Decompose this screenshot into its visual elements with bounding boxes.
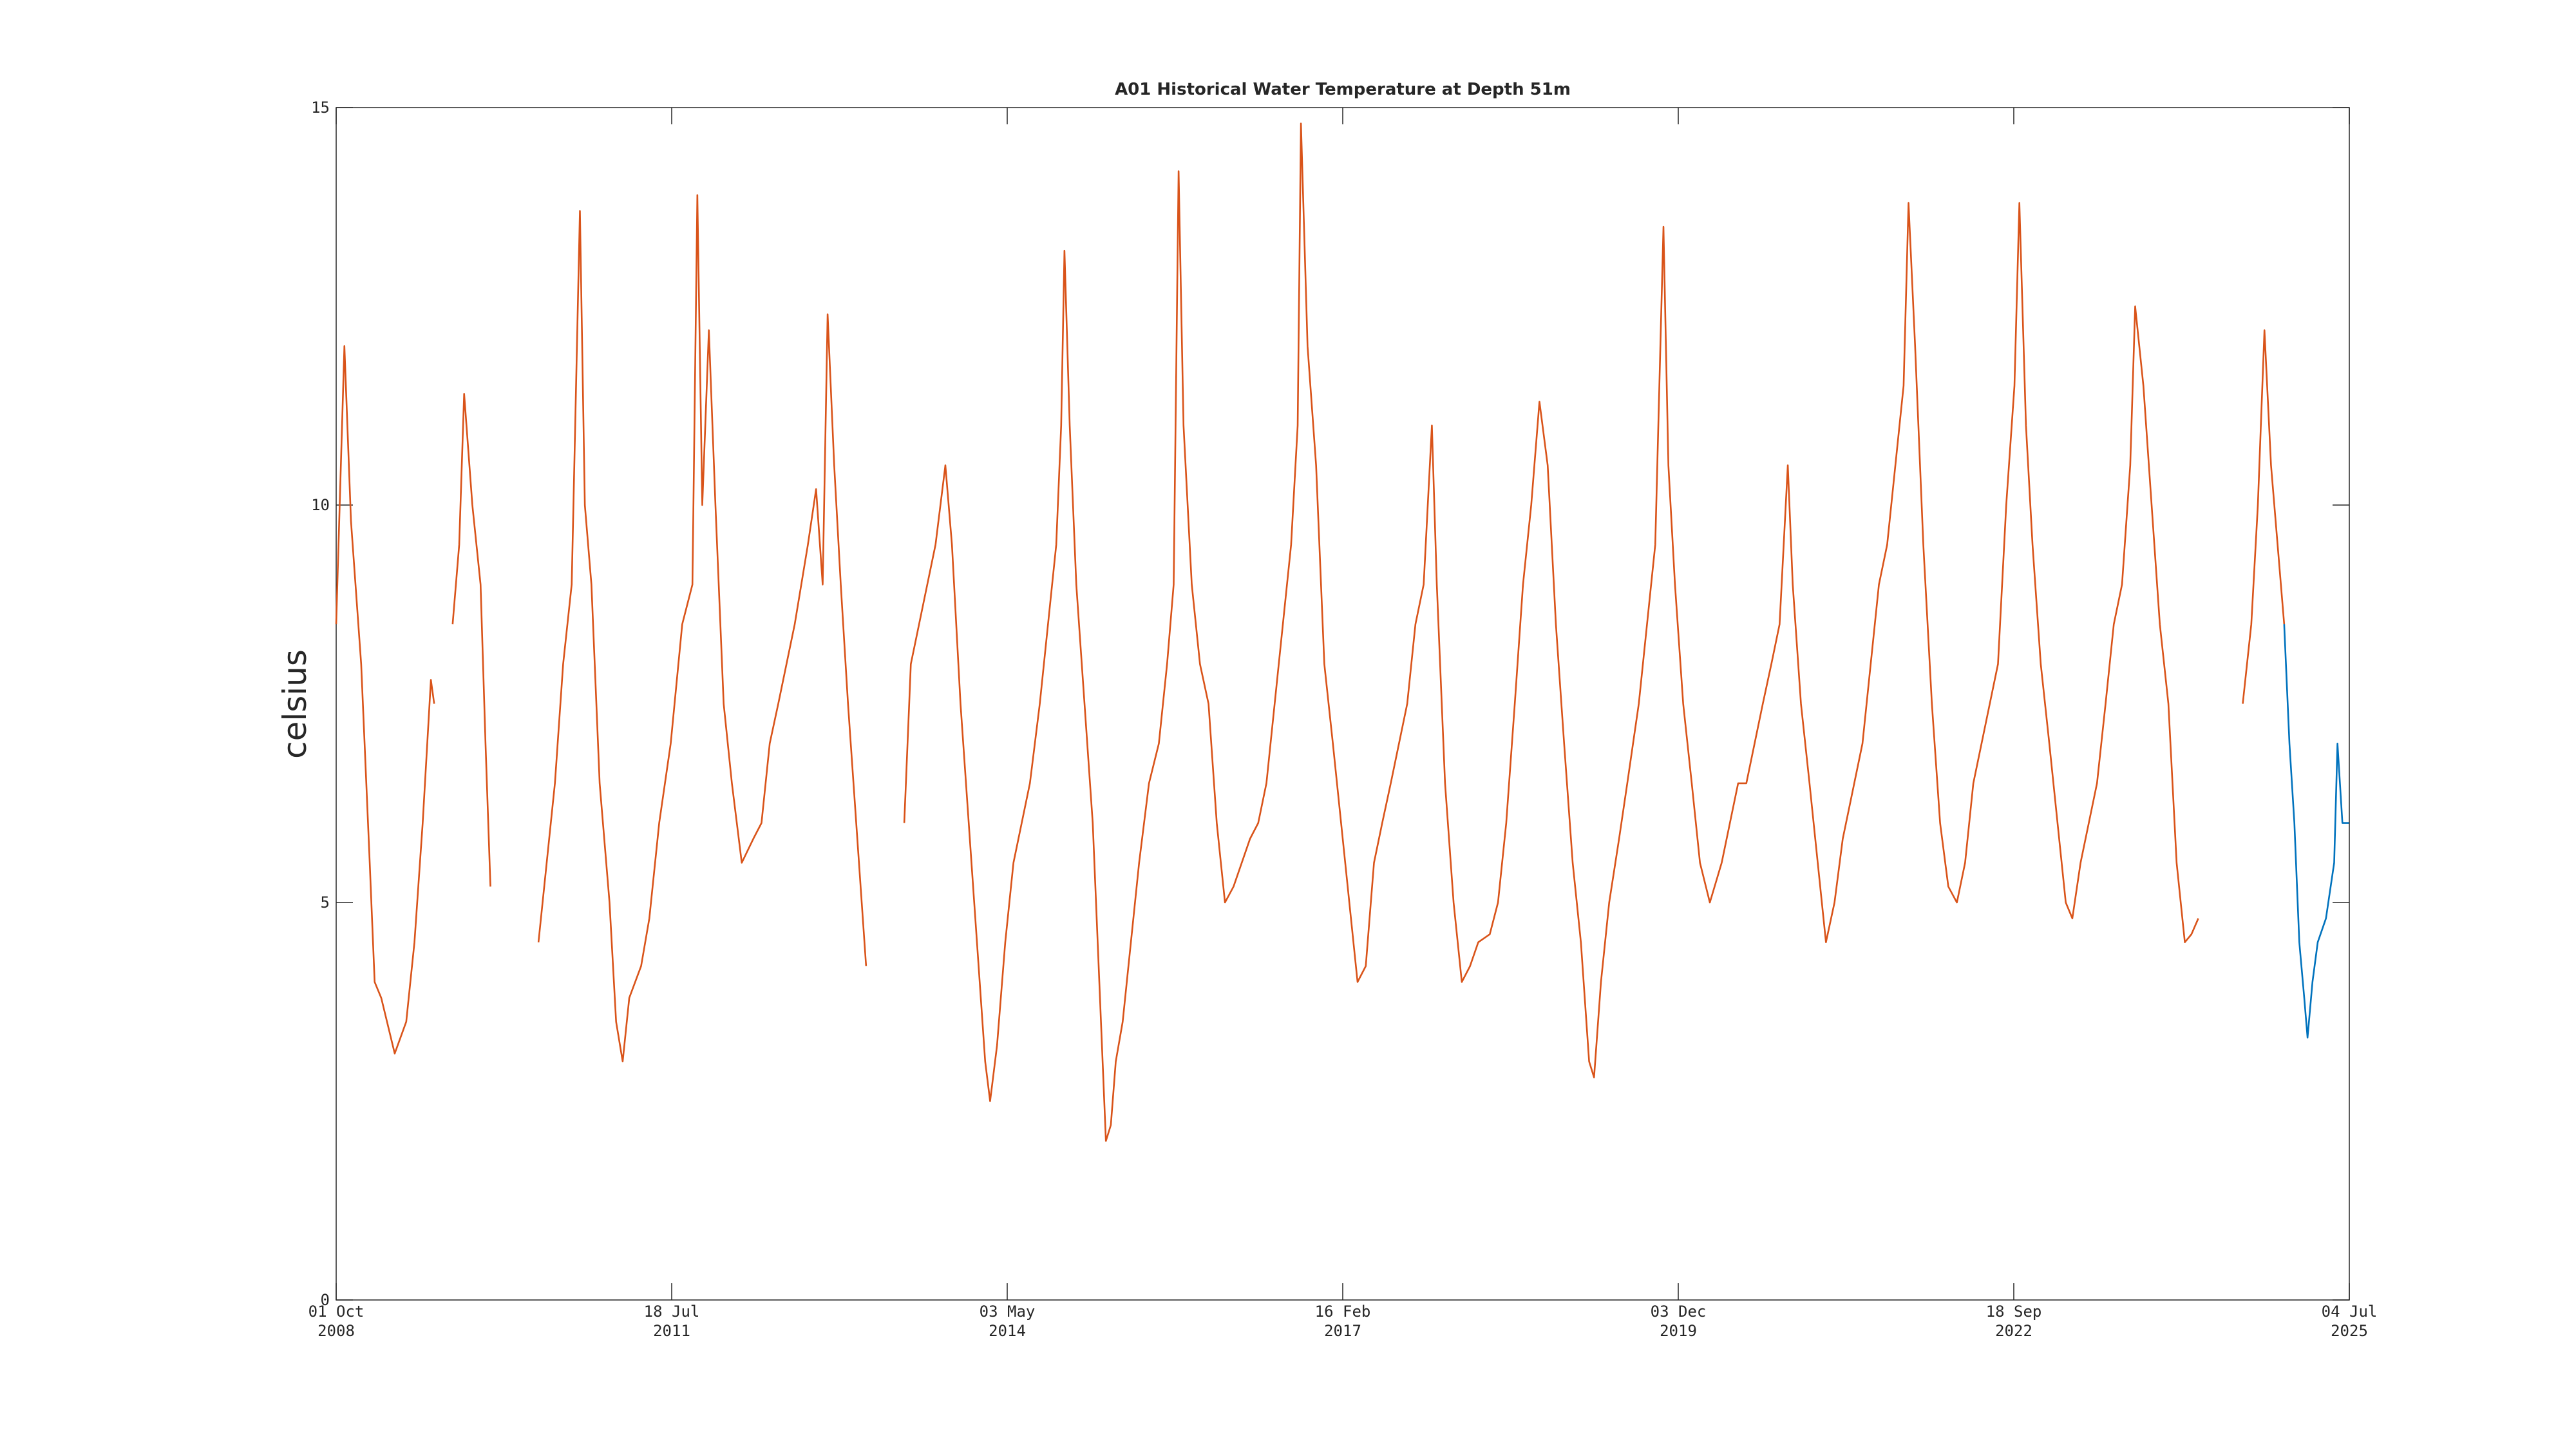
- x-tick-label-line: 16 Feb: [1315, 1303, 1371, 1321]
- x-tick-label-line: 03 May: [980, 1303, 1036, 1321]
- x-tick-label-line: 2014: [989, 1322, 1026, 1340]
- x-tick-label-line: 2008: [317, 1322, 355, 1340]
- x-tick-label: 03 May 2014: [980, 1303, 1036, 1340]
- x-tick-label-line: 2017: [1324, 1322, 1361, 1340]
- chart-title: A01 Historical Water Temperature at Dept…: [1115, 80, 1571, 99]
- x-tick-label-line: 2019: [1660, 1322, 1697, 1340]
- x-tick-label-line: 04 Jul: [2322, 1303, 2378, 1321]
- x-tick-label-line: 2025: [2331, 1322, 2368, 1340]
- y-tick-label: 10: [311, 496, 330, 514]
- x-tick-label: 18 Sep 2022: [1986, 1303, 2042, 1340]
- x-tick-label: 04 Jul 2025: [2322, 1303, 2378, 1340]
- x-tick-label-line: 2022: [1995, 1322, 2032, 1340]
- y-axis-label: celsius: [276, 649, 314, 759]
- x-tick-label-line: 18 Sep: [1986, 1303, 2042, 1321]
- y-tick-label: 5: [321, 893, 330, 912]
- data-line: [2283, 624, 2349, 1039]
- x-tick-label-line: 03 Dec: [1651, 1303, 1707, 1321]
- x-tick-label-line: 01 Oct: [308, 1303, 365, 1321]
- x-tick-label-line: 2011: [653, 1322, 690, 1340]
- x-tick-label: 18 Jul 2011: [644, 1303, 700, 1340]
- y-tick-label: 15: [311, 99, 330, 117]
- x-tick-label: 01 Oct 2008: [308, 1303, 365, 1340]
- y-tick-label: 0: [321, 1291, 330, 1309]
- x-tick-label: 16 Feb 2017: [1315, 1303, 1371, 1340]
- data-line: [335, 122, 2286, 1142]
- x-tick-label: 03 Dec 2019: [1651, 1303, 1707, 1340]
- x-tick-label-line: 18 Jul: [644, 1303, 700, 1321]
